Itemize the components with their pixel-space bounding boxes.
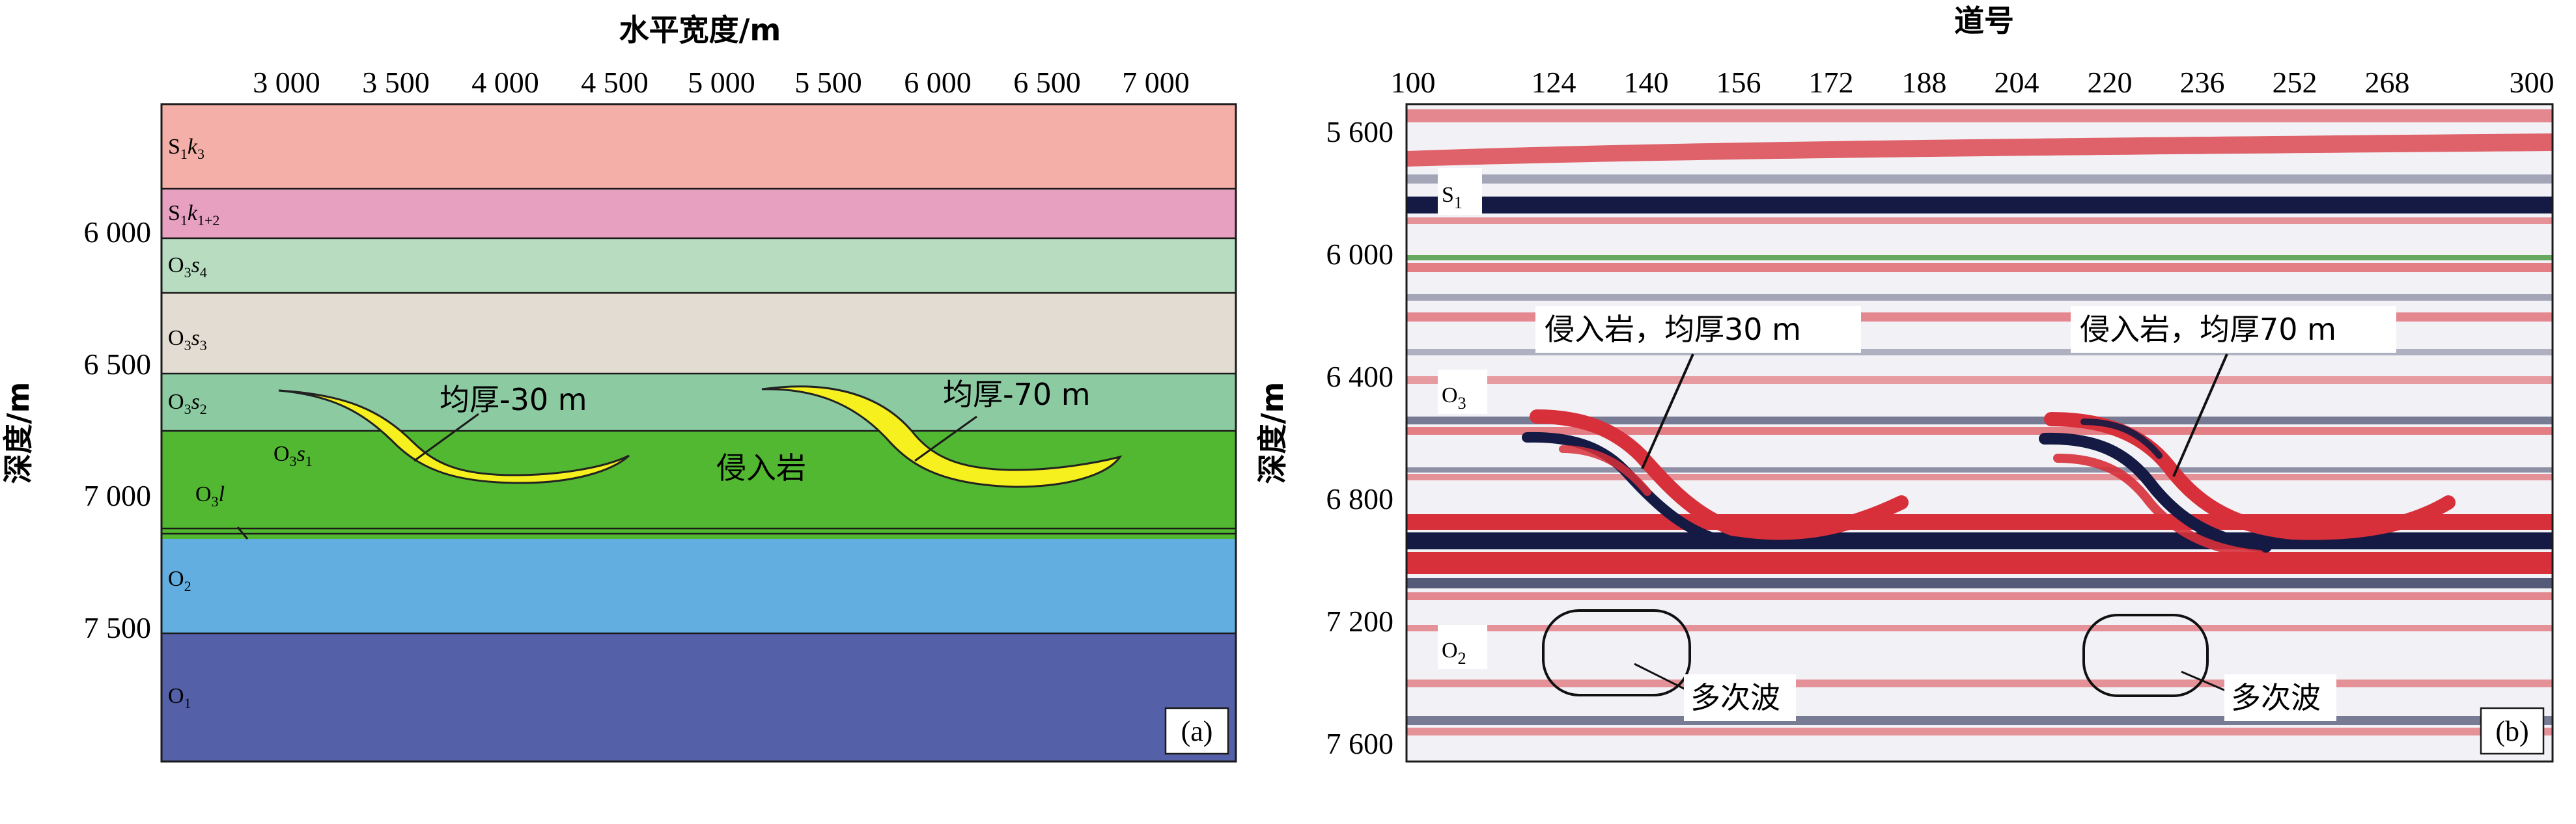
thick-sill-reflection [2039, 412, 2456, 559]
x-tick-label: 3 000 [253, 66, 320, 99]
multiples-leader-1 [1634, 663, 1687, 691]
x-tick-label: 156 [1716, 66, 1761, 99]
panel-a-y-tick-labels: 6 000 6 500 7 000 7 500 [84, 215, 152, 644]
thick-sill-thickness-label: 均厚-70 m [943, 377, 1091, 412]
thick-intrusion-sill [761, 385, 1123, 488]
x-tick-label: 236 [2180, 66, 2225, 99]
x-tick-label: 7 000 [1122, 66, 1190, 99]
x-tick-label: 4 500 [581, 66, 649, 99]
panel-a: 水平宽度/m 深度/m 3 000 3 500 4 000 4 500 5 00… [1, 12, 1237, 763]
x-tick-label: 188 [1902, 66, 1947, 99]
x-tick-label: 220 [2088, 66, 2133, 99]
panel-a-tag-box [1164, 707, 1229, 755]
x-tick-label: 140 [1624, 66, 1669, 99]
multiples-circle-2 [2082, 614, 2209, 697]
panel-b-tag: (b) [2495, 715, 2528, 747]
panel-a-x-tick-labels: 3 000 3 500 4 000 4 500 5 000 5 500 6 00… [253, 66, 1190, 99]
panel-b-x-tick-labels: 100 124 140 156 172 188 204 220 236 252 … [1391, 66, 2555, 99]
x-tick-label: 100 [1391, 66, 1436, 99]
x-tick-label: 124 [1532, 66, 1576, 99]
y-tick-label: 7 500 [84, 611, 152, 644]
thin-sill-thickness-label: 均厚-30 m [440, 382, 587, 417]
layer-label-o3l: O3l [195, 482, 225, 510]
panel-b-frame [1405, 103, 2554, 763]
thick-sill-leader-b [2172, 353, 2228, 477]
layer-s1k3 [161, 104, 1236, 189]
panel-b-x-axis-title: 道号 [1954, 3, 2014, 38]
thin-sill-reflection [1522, 409, 1909, 547]
panel-b-tag-box [2480, 707, 2545, 755]
x-tick-label: 5 000 [688, 66, 755, 99]
reflectors [1407, 109, 2553, 735]
x-tick-label: 6 000 [904, 66, 972, 99]
x-tick-label: 252 [2273, 66, 2317, 99]
layer-o3s3 [161, 293, 1236, 374]
y-tick-label: 6 400 [1326, 360, 1394, 393]
green-reflector [1407, 255, 2553, 260]
y-tick-label: 6 000 [84, 215, 152, 249]
panel-a-layers [161, 104, 1236, 762]
panel-a-y-axis-title: 深度/m [1, 382, 36, 484]
x-tick-label: 5 500 [794, 66, 862, 99]
panel-a-tag: (a) [1181, 715, 1213, 747]
x-tick-label: 300 [2510, 66, 2555, 99]
y-tick-label: 7 000 [84, 479, 152, 512]
panel-a-frame [160, 103, 1237, 763]
y-tick-label: 7 600 [1326, 727, 1394, 760]
multiples-label-1: 多次波 [1690, 680, 1780, 715]
thin-intrusion-sill [278, 389, 630, 484]
y-tick-label: 6 800 [1326, 482, 1394, 515]
intrusion-label: 侵入岩 [716, 450, 806, 486]
thin-sill-leader-b [1641, 353, 1694, 469]
panel-b: 道号 深度/m 100 124 140 156 172 188 204 220 … [1255, 3, 2555, 763]
thick-sill-label-bg [2071, 306, 2396, 353]
y-tick-label: 5 600 [1326, 115, 1394, 148]
s1-strong-reflector [1407, 197, 2553, 213]
multiples-label-1-bg [1684, 674, 1796, 721]
panel-a-x-axis-title: 水平宽度/m [619, 12, 781, 48]
strong-red-reflector-2 [1407, 552, 2553, 574]
thick-sill-leader [914, 415, 977, 462]
strong-dark-reflector [1407, 532, 2553, 549]
x-tick-label: 204 [1995, 66, 2039, 99]
layer-boundaries [161, 187, 1236, 635]
x-tick-label: 172 [1809, 66, 1854, 99]
panel-b-y-axis-title: 深度/m [1255, 382, 1290, 484]
y-tick-label: 6 000 [1326, 238, 1394, 271]
multiples-leader-2 [2181, 670, 2228, 693]
layer-o3s4 [161, 238, 1236, 293]
panel-b-y-tick-labels: 5 600 6 000 6 400 6 800 7 200 7 600 [1326, 115, 1394, 760]
x-tick-label: 4 000 [471, 66, 539, 99]
layer-o2 [161, 539, 1236, 633]
x-tick-label: 3 500 [362, 66, 430, 99]
multiples-label-2-bg [2224, 674, 2336, 721]
thin-sill-label-b: 侵入岩，均厚30 m [1545, 312, 1801, 347]
panel-b-layer-labels: S1 O3 O2 [1438, 168, 1487, 669]
layer-o1 [161, 633, 1236, 762]
layer-s1k1-2 [161, 189, 1236, 238]
x-tick-label: 6 500 [1013, 66, 1081, 99]
seismic-section [1407, 104, 2553, 762]
thin-sill-leader [413, 413, 479, 462]
o3l-leader [236, 527, 249, 540]
y-tick-label: 7 200 [1326, 605, 1394, 638]
y-tick-label: 6 500 [84, 348, 152, 381]
multiples-circle-1 [1542, 609, 1691, 696]
x-tick-label: 268 [2365, 66, 2410, 99]
multiples-label-2: 多次波 [2231, 680, 2321, 715]
thin-sill-label-bg [1535, 306, 1861, 353]
thick-sill-label-b: 侵入岩，均厚70 m [2080, 312, 2336, 347]
